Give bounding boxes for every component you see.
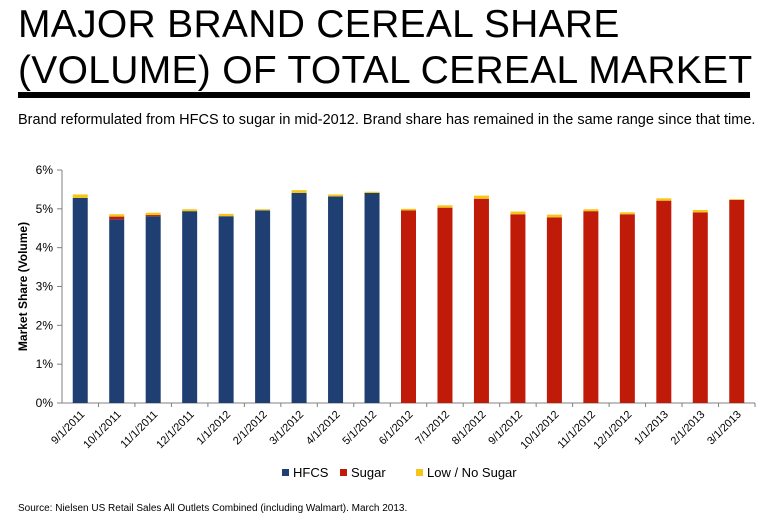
- legend-label: Low / No Sugar: [427, 465, 517, 480]
- bar-segment-low-no-sugar: [473, 195, 489, 199]
- x-tick-label: 7/1/2012: [413, 409, 452, 448]
- bar-segment-hfcs: [182, 211, 198, 403]
- y-tick-label: 6%: [36, 163, 54, 177]
- x-tick-label: 12/1/2011: [154, 409, 197, 452]
- bar-segment-low-no-sugar: [546, 214, 562, 218]
- bar-segment-low-no-sugar: [255, 209, 271, 211]
- y-tick-label: 1%: [36, 357, 54, 371]
- legend-label: HFCS: [293, 465, 329, 480]
- x-tick-label: 10/1/2011: [81, 409, 124, 452]
- bar-segment-hfcs: [145, 216, 161, 403]
- bar-segment-low-no-sugar: [437, 205, 453, 208]
- bar-segment-low-no-sugar: [619, 212, 635, 215]
- y-tick-label: 4%: [36, 241, 54, 255]
- market-share-chart: 0%1%2%3%4%5%6%Market Share (Volume)9/1/2…: [16, 163, 756, 480]
- legend-label: Sugar: [351, 465, 386, 480]
- x-tick-label: 10/1/2012: [518, 409, 561, 452]
- bar-segment-sugar: [437, 207, 453, 403]
- source-note: Source: Nielsen US Retail Sales All Outl…: [18, 503, 408, 514]
- x-tick-label: 4/1/2012: [304, 409, 343, 448]
- x-tick-label: 3/1/2013: [705, 409, 744, 448]
- bar-segment-sugar: [473, 198, 489, 403]
- bar-segment-low-no-sugar: [218, 213, 234, 217]
- y-tick-label: 2%: [36, 318, 54, 332]
- bar-segment-low-no-sugar: [656, 198, 672, 201]
- bar-segment-hfcs: [255, 210, 271, 403]
- bar-segment-low-no-sugar: [145, 212, 161, 216]
- bar-segment-sugar: [692, 212, 708, 403]
- x-tick-label: 6/1/2012: [377, 409, 416, 448]
- legend-swatch: [416, 469, 423, 476]
- bar-segment-low-no-sugar: [729, 199, 745, 200]
- legend-swatch: [282, 469, 289, 476]
- bar-segment-low-no-sugar: [291, 190, 307, 193]
- bar-segment-sugar: [546, 217, 562, 403]
- bar-segment-hfcs: [364, 192, 380, 403]
- y-tick-label: 0%: [36, 396, 54, 410]
- x-tick-label: 1/1/2013: [632, 409, 671, 448]
- bar-segment-sugar: [583, 211, 599, 403]
- bar-segment-hfcs: [218, 216, 234, 403]
- bar-segment-sugar: [656, 200, 672, 403]
- x-tick-label: 1/1/2012: [194, 409, 233, 448]
- x-tick-label: 11/1/2011: [118, 409, 160, 451]
- x-tick-label: 12/1/2012: [591, 409, 634, 452]
- bar-segment-low-no-sugar: [109, 214, 125, 217]
- bar-segment-sugar: [510, 214, 526, 403]
- bar-segment-low-no-sugar: [328, 194, 344, 197]
- bar-segment-low-no-sugar: [583, 209, 599, 212]
- bar-segment-hfcs: [291, 192, 307, 403]
- y-axis-label: Market Share (Volume): [16, 222, 30, 351]
- bar-segment-sugar: [729, 199, 745, 403]
- bar-segment-sugar: [401, 210, 416, 403]
- bar-segment-sugar: [109, 216, 125, 220]
- bar-segment-low-no-sugar: [510, 211, 526, 215]
- y-tick-label: 3%: [36, 280, 54, 294]
- bar-segment-sugar: [145, 215, 161, 217]
- x-tick-label: 2/1/2012: [231, 409, 270, 448]
- bar-segment-hfcs: [328, 196, 344, 403]
- x-tick-label: 3/1/2012: [267, 409, 306, 448]
- title-divider: [18, 92, 750, 98]
- bar-segment-hfcs: [109, 219, 125, 403]
- x-tick-label: 8/1/2012: [450, 409, 489, 448]
- bar-segment-low-no-sugar: [182, 209, 198, 212]
- bar-segment-hfcs: [72, 197, 88, 403]
- y-tick-label: 5%: [36, 202, 54, 216]
- bar-segment-sugar: [619, 214, 635, 403]
- bar-segment-low-no-sugar: [692, 209, 708, 213]
- x-tick-label: 2/1/2013: [669, 409, 708, 448]
- legend-swatch: [340, 469, 347, 476]
- title-line-2: (VOLUME) OF TOTAL CEREAL MARKET: [18, 49, 753, 92]
- bar-segment-low-no-sugar: [364, 191, 380, 193]
- subtitle: Brand reformulated from HFCS to sugar in…: [18, 112, 756, 128]
- bar-segment-low-no-sugar: [401, 208, 416, 211]
- page-title: MAJOR BRAND CEREAL SHARE (VOLUME) OF TOT…: [18, 2, 758, 94]
- bar-segment-low-no-sugar: [72, 194, 88, 198]
- x-tick-label: 5/1/2012: [340, 409, 379, 448]
- title-line-1: MAJOR BRAND CEREAL SHARE: [18, 3, 620, 46]
